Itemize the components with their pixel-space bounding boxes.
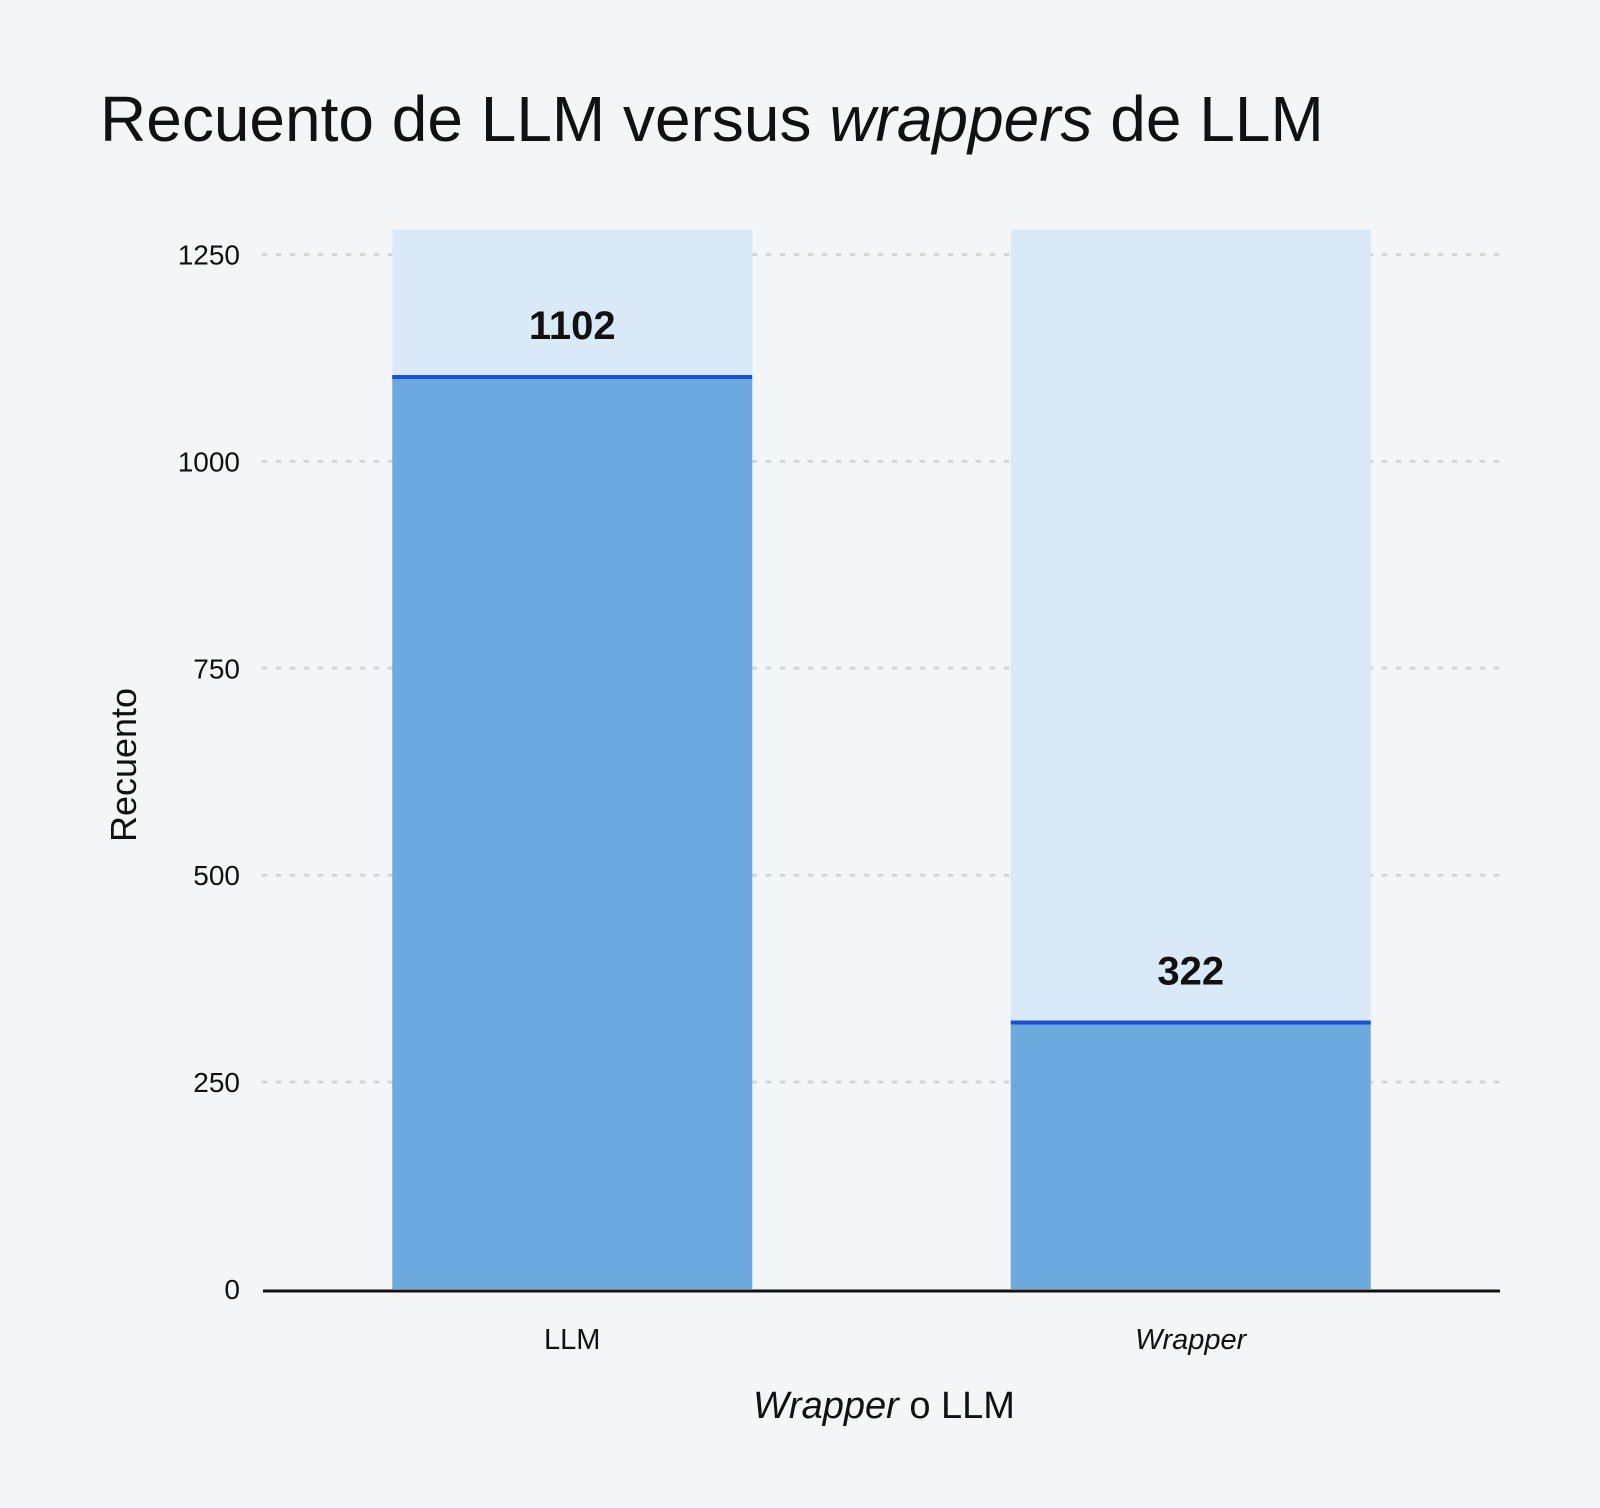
y-tick-label: 750 bbox=[193, 653, 240, 684]
bars: 1102 322 bbox=[392, 229, 1371, 1289]
bar-value-label: 322 bbox=[1157, 950, 1224, 994]
y-tick-labels: 0 250 500 750 1000 1250 bbox=[178, 240, 240, 1306]
x-tick-label: Wrapper bbox=[1135, 1324, 1248, 1356]
x-axis-label-rest: o LLM bbox=[899, 1385, 1015, 1427]
bar-value-label: 1102 bbox=[529, 304, 616, 348]
y-tick-label: 500 bbox=[193, 860, 240, 891]
x-axis-label: Wrapper o LLM bbox=[753, 1385, 1015, 1427]
y-tick-label: 1000 bbox=[178, 446, 240, 477]
chart-title: Recuento de LLM versus wrappers de LLM bbox=[100, 82, 1324, 156]
bar bbox=[392, 376, 753, 1289]
grid-lines bbox=[261, 253, 1502, 1084]
x-tick-label: LLM bbox=[544, 1324, 600, 1356]
x-tick-labels: LLM Wrapper bbox=[544, 1324, 1248, 1356]
x-axis-label-emphasis: Wrapper bbox=[753, 1385, 900, 1427]
y-tick-label: 250 bbox=[193, 1067, 240, 1098]
chart-title-post: de LLM bbox=[1092, 83, 1324, 155]
bar bbox=[1010, 1022, 1371, 1289]
chart-title-pre: Recuento de LLM versus bbox=[100, 83, 830, 155]
y-tick-label: 0 bbox=[224, 1274, 240, 1305]
y-tick-label: 1250 bbox=[178, 240, 240, 271]
y-axis-label: Recuento bbox=[103, 688, 144, 842]
chart-title-emphasis: wrappers bbox=[829, 83, 1093, 155]
